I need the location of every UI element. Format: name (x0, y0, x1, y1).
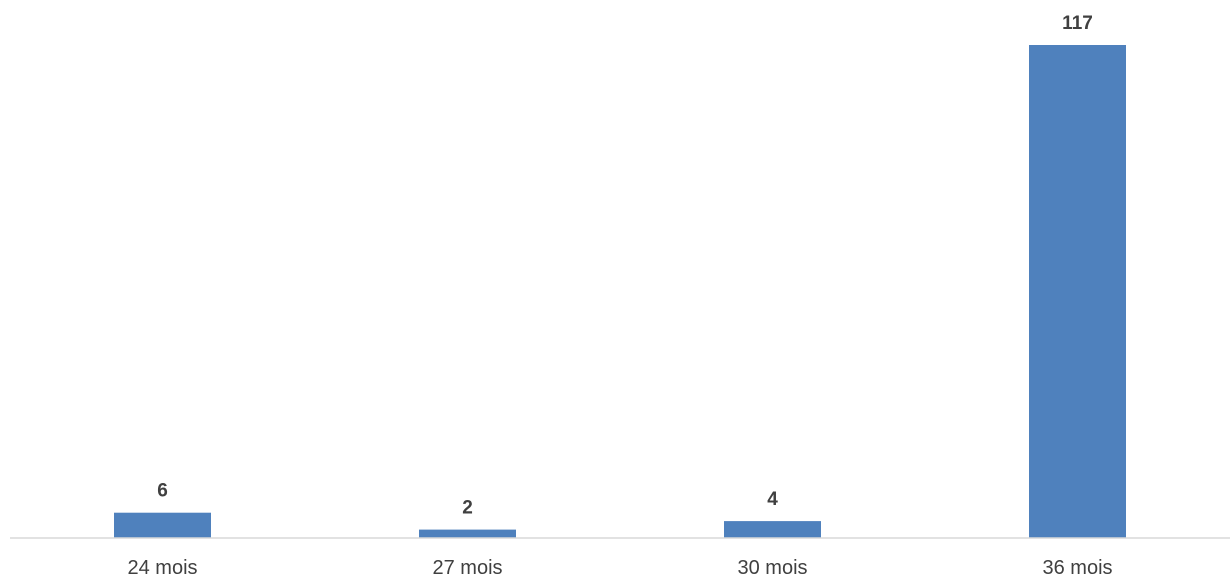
bar-36-mois (1029, 45, 1126, 538)
data-label-27-mois: 2 (462, 498, 473, 519)
x-tick-labels-layer: 24 mois 27 mois 30 mois 36 mois (127, 557, 1112, 579)
bars-layer (114, 45, 1126, 538)
bar-24-mois (114, 512, 211, 538)
x-tick-label-30-mois: 30 mois (737, 557, 807, 579)
x-tick-label-27-mois: 27 mois (432, 557, 502, 579)
data-labels-layer: 6 2 4 117 (157, 13, 1093, 519)
bar-30-mois (724, 521, 821, 538)
data-label-30-mois: 4 (767, 489, 778, 510)
x-tick-label-36-mois: 36 mois (1042, 557, 1112, 579)
bar-27-mois (419, 529, 516, 538)
data-label-36-mois: 117 (1062, 13, 1093, 34)
data-label-24-mois: 6 (157, 481, 168, 502)
x-tick-label-24-mois: 24 mois (127, 557, 197, 579)
